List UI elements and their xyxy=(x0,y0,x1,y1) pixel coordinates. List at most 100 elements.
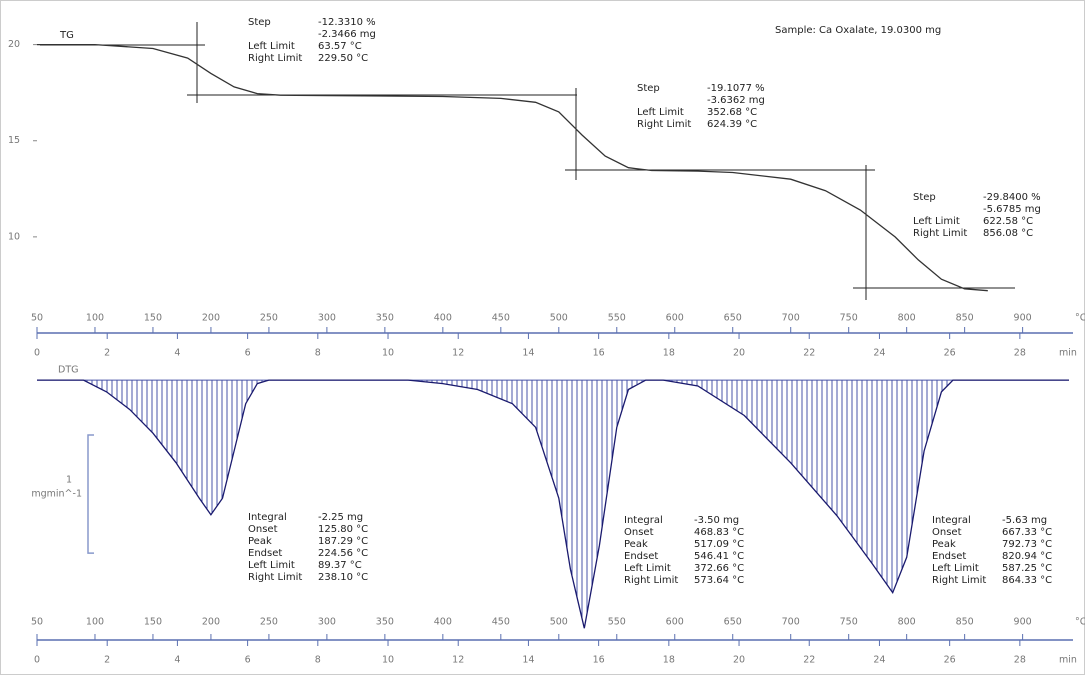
x-tick-label: 50 xyxy=(31,313,43,324)
x-tick-label: 150 xyxy=(144,313,162,324)
x-tick-label: 850 xyxy=(956,617,974,628)
annotation-label: Integral xyxy=(624,515,663,526)
dtg-label: DTG xyxy=(58,365,78,376)
x-tick-label: 750 xyxy=(840,617,858,628)
annotation-value: 573.64 °C xyxy=(694,575,744,586)
x-tick-label: 800 xyxy=(898,313,916,324)
annotation-label: Left Limit xyxy=(913,216,960,227)
annotation-label: Right Limit xyxy=(248,572,302,583)
x2-tick-label: 2 xyxy=(104,348,110,359)
annotation-value: 624.39 °C xyxy=(707,119,757,130)
x2-unit: min xyxy=(1059,348,1077,359)
annotation-value: 238.10 °C xyxy=(318,572,368,583)
annotation-label: Left Limit xyxy=(248,41,295,52)
annotation-value: -5.63 mg xyxy=(1002,515,1047,526)
x-tick-label: 550 xyxy=(608,617,626,628)
x-tick-label: 550 xyxy=(608,313,626,324)
x2-tick-label: 4 xyxy=(174,348,180,359)
x2-tick-label: 2 xyxy=(104,655,110,666)
x2-tick-label: 12 xyxy=(452,655,464,666)
x-tick-label: 650 xyxy=(724,313,742,324)
construction-lines xyxy=(40,22,1015,300)
x2-tick-label: 4 xyxy=(174,655,180,666)
annotation-value: -5.6785 mg xyxy=(983,204,1041,215)
x2-tick-label: 16 xyxy=(593,655,605,666)
x2-tick-label: 0 xyxy=(34,655,40,666)
x-tick-label: 600 xyxy=(666,313,684,324)
annotation-value: 63.57 °C xyxy=(318,41,362,52)
annotation-value: -3.6362 mg xyxy=(707,95,765,106)
x-tick-label: 300 xyxy=(318,617,336,628)
annotation-label: Endset xyxy=(248,548,282,559)
x2-tick-label: 10 xyxy=(382,655,394,666)
x-tick-label: 150 xyxy=(144,617,162,628)
annotation-value: 517.09 °C xyxy=(694,539,744,550)
annotation-label: Left Limit xyxy=(248,560,295,571)
x2-tick-label: 6 xyxy=(245,655,251,666)
annotation-value: 229.50 °C xyxy=(318,53,368,64)
annotation-value: 546.41 °C xyxy=(694,551,744,562)
x2-tick-label: 14 xyxy=(522,655,534,666)
annotation-label: Peak xyxy=(624,539,648,550)
x-tick-label: 200 xyxy=(202,617,220,628)
annotation-label: Integral xyxy=(248,512,287,523)
annotation-label: Right Limit xyxy=(624,575,678,586)
annotation-label: Endset xyxy=(624,551,658,562)
x-tick-label: 400 xyxy=(434,617,452,628)
x-tick-label: 200 xyxy=(202,313,220,324)
annotation-label: Onset xyxy=(932,527,962,538)
annotation-value: 187.29 °C xyxy=(318,536,368,547)
x-tick-label: 450 xyxy=(492,617,510,628)
x-tick-label: 500 xyxy=(550,313,568,324)
annotation-label: Peak xyxy=(248,536,272,547)
x2-tick-label: 12 xyxy=(452,348,464,359)
annotation-value: -2.25 mg xyxy=(318,512,363,523)
annotation-label: Left Limit xyxy=(932,563,979,574)
y-tick-label: 15 xyxy=(8,135,20,146)
annotation-value: -3.50 mg xyxy=(694,515,739,526)
x-tick-label: 250 xyxy=(260,617,278,628)
annotation-value: -12.3310 % xyxy=(318,17,376,28)
tg-label: TG xyxy=(59,30,74,41)
x2-tick-label: 22 xyxy=(803,348,815,359)
x2-unit: min xyxy=(1059,655,1077,666)
x-tick-label: 750 xyxy=(840,313,858,324)
annotation-label: Right Limit xyxy=(932,575,986,586)
x2-tick-label: 16 xyxy=(593,348,605,359)
x2-tick-label: 24 xyxy=(873,655,885,666)
x2-tick-label: 0 xyxy=(34,348,40,359)
scale-unit: mgmin^-1 xyxy=(31,489,82,500)
x2-tick-label: 22 xyxy=(803,655,815,666)
annotation-label: Step xyxy=(248,17,271,28)
scale-value: 1 xyxy=(66,475,72,486)
annotation-value: 622.58 °C xyxy=(983,216,1033,227)
x-tick-label: 300 xyxy=(318,313,336,324)
annotation-value: 792.73 °C xyxy=(1002,539,1052,550)
dtg-curve xyxy=(37,379,1069,629)
x-tick-label: 900 xyxy=(1014,617,1032,628)
annotation-label: Right Limit xyxy=(248,53,302,64)
annotation-label: Onset xyxy=(624,527,654,538)
x2-tick-label: 26 xyxy=(944,655,956,666)
annotation-value: 820.94 °C xyxy=(1002,551,1052,562)
annotation-value: 587.25 °C xyxy=(1002,563,1052,574)
x-tick-label: 100 xyxy=(86,617,104,628)
x-tick-label: 700 xyxy=(782,617,800,628)
annotation-label: Endset xyxy=(932,551,966,562)
tg-curve xyxy=(37,43,988,292)
x-tick-label: 50 xyxy=(31,617,43,628)
annotation-value: -2.3466 mg xyxy=(318,29,376,40)
x2-tick-label: 14 xyxy=(522,348,534,359)
annotation-value: 352.68 °C xyxy=(707,107,757,118)
x-tick-label: 400 xyxy=(434,313,452,324)
x-tick-label: 900 xyxy=(1014,313,1032,324)
annotation-value: 468.83 °C xyxy=(694,527,744,538)
x2-tick-label: 18 xyxy=(663,348,675,359)
annotation-label: Integral xyxy=(932,515,971,526)
annotation-value: 89.37 °C xyxy=(318,560,362,571)
annotation-label: Left Limit xyxy=(624,563,671,574)
annotation-value: -19.1077 % xyxy=(707,83,765,94)
annotation-value: 864.33 °C xyxy=(1002,575,1052,586)
x-unit: °C xyxy=(1075,617,1085,628)
